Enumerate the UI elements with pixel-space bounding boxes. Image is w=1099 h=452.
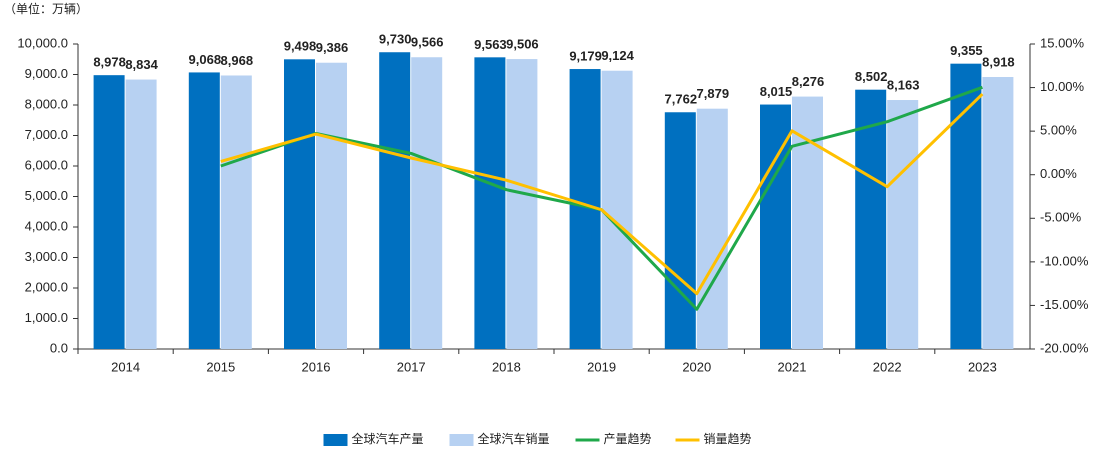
bar	[601, 70, 633, 349]
bar	[760, 104, 791, 349]
x-tick-label: 2021	[778, 359, 807, 374]
bar	[950, 63, 982, 350]
value-label: 8,163	[887, 77, 920, 92]
x-tick-label: 2022	[873, 359, 902, 374]
y-tick-label: 2,000.0	[25, 279, 68, 294]
bar	[316, 62, 347, 350]
bar	[188, 72, 220, 350]
y-tick-label: 10,000.0	[17, 35, 68, 50]
value-label: 9,498	[284, 39, 317, 54]
value-label: 9,124	[601, 48, 634, 63]
y-tick-label: 0.0	[50, 340, 68, 355]
bar	[506, 59, 538, 349]
bar	[93, 75, 125, 350]
bar	[982, 77, 1014, 349]
x-tick-label: 2019	[587, 359, 616, 374]
y-tick-label: 8,000.0	[25, 96, 68, 111]
value-label: 8,015	[760, 84, 793, 99]
legend-label: 全球汽车销量	[478, 431, 550, 446]
value-label: 9,355	[950, 43, 983, 58]
value-label: 9,506	[506, 37, 539, 52]
bar	[474, 57, 506, 350]
value-label: 9,566	[411, 35, 444, 50]
trend-line	[220, 93, 984, 296]
x-tick-label: 2020	[682, 359, 711, 374]
value-label: 8,918	[982, 54, 1015, 69]
y-tick-label: 5,000.0	[25, 188, 68, 203]
value-label: 9,563	[474, 37, 507, 52]
x-tick-label: 2016	[302, 359, 331, 374]
bar	[855, 89, 887, 350]
y-tick-label: 4,000.0	[25, 218, 68, 233]
x-tick-label: 2023	[968, 359, 997, 374]
x-tick-label: 2015	[206, 359, 235, 374]
bar	[887, 100, 919, 349]
value-label: 9,179	[569, 48, 602, 63]
legend-label: 销量趋势	[704, 432, 752, 446]
bar	[664, 112, 696, 349]
y-tick-label: 9,000.0	[25, 66, 68, 81]
bar	[411, 57, 443, 349]
value-label: 8,968	[221, 53, 254, 68]
y2-tick-label: 5.00%	[1040, 123, 1077, 138]
legend-label: 产量趋势	[604, 432, 652, 446]
value-label: 9,386	[316, 40, 349, 55]
value-label: 8,834	[125, 57, 158, 72]
legend-label: 全球汽车产量	[352, 431, 424, 446]
y2-tick-label: 0.00%	[1040, 166, 1077, 181]
value-label: 8,502	[855, 69, 888, 84]
x-tick-label: 2017	[397, 359, 426, 374]
value-label: 7,762	[665, 92, 698, 107]
y-tick-label: 3,000.0	[25, 249, 68, 264]
y2-tick-label: -15.00%	[1040, 297, 1089, 312]
legend-swatch	[449, 434, 474, 446]
value-label: 7,879	[697, 86, 730, 101]
bar	[379, 52, 411, 350]
x-tick-label: 2014	[111, 359, 140, 374]
value-label: 9,068	[189, 52, 222, 67]
y2-tick-label: 10.00%	[1040, 79, 1085, 94]
y2-tick-label: -5.00%	[1040, 210, 1082, 225]
value-label: 8,276	[792, 74, 825, 89]
x-tick-label: 2018	[492, 359, 521, 374]
value-label: 9,730	[379, 32, 412, 47]
y2-tick-label: -20.00%	[1040, 340, 1089, 355]
bar	[284, 59, 315, 349]
unit-note: （单位：万辆）	[4, 1, 88, 16]
y-tick-label: 7,000.0	[25, 127, 68, 142]
legend-swatch	[323, 434, 348, 446]
bar	[220, 75, 252, 349]
bar	[125, 79, 157, 350]
y-tick-label: 6,000.0	[25, 157, 68, 172]
bar	[696, 108, 728, 350]
value-label: 8,978	[93, 55, 126, 70]
y2-tick-label: -10.00%	[1040, 253, 1089, 268]
y-tick-label: 1,000.0	[25, 310, 68, 325]
y2-tick-label: 15.00%	[1040, 35, 1085, 50]
